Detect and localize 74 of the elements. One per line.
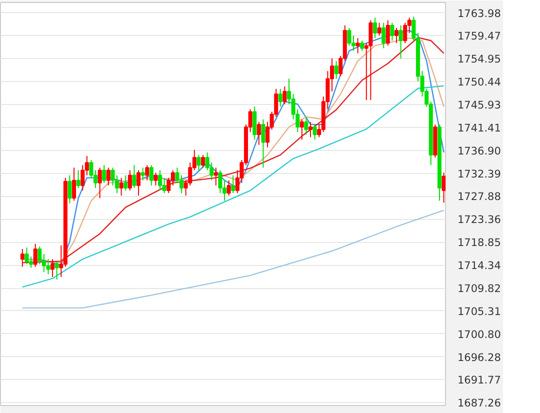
candlestick [282,86,287,105]
y-tick-label: 1723.36 [458,214,502,226]
y-tick-label: 1700.80 [458,328,501,341]
y-tick-label: 1750.44 [458,76,502,89]
candlestick [218,170,222,194]
candlestick [226,180,231,196]
candlestick [372,17,377,39]
candlestick [368,20,373,101]
candlestick [196,154,201,171]
y-tick-label: 1732.39 [458,168,501,180]
candlestick [106,167,110,186]
y-tick-label: 1759.47 [458,30,501,43]
candlestick [102,164,106,184]
y-tick-label: 1714.34 [458,260,502,272]
candlestick [386,20,390,46]
candlestick [252,106,257,140]
candlestick [356,38,360,54]
y-tick-label: 1736.90 [458,145,501,158]
candlestick [119,177,124,196]
candlestick [98,167,102,199]
candlestick [158,170,162,192]
candlestick [442,172,446,204]
candlestick [394,27,398,44]
y-tick-label: 1687.26 [458,398,502,410]
candlestick [149,164,154,186]
candlestick [154,172,158,186]
candlestick [261,118,266,168]
candlestick [347,27,352,46]
candlestick [403,22,408,44]
y-tick-label: 1745.93 [458,99,501,112]
y-tick-label: 1763.98 [458,8,501,20]
candlestick [38,246,42,265]
candlestick [256,121,261,146]
y-tick-label: 1691.77 [458,374,501,387]
candlestick [136,170,141,196]
line-series [22,85,444,288]
candlestick [128,170,132,192]
candlestick [201,154,206,168]
candlestick [110,167,115,186]
candlestick [214,167,218,186]
candlestick [50,258,55,278]
candlestick [300,118,304,140]
y-tick-label: 1709.82 [458,283,501,296]
candlestick [308,121,312,138]
candlestick [390,22,394,42]
candlestick [33,243,38,268]
candlestick [278,88,282,108]
candlestick [20,248,24,268]
candlestick [80,164,85,192]
candlestick [162,177,166,194]
candlestick [312,124,317,140]
candlestick [76,170,80,188]
candlestick [72,167,76,202]
candlestick [231,174,236,194]
candlestick [124,174,128,192]
candlestick [140,167,145,181]
y-tick-label: 1754.95 [458,54,501,66]
y-tick-label: 1727.88 [458,191,501,204]
y-tick-label: 1705.31 [458,306,501,318]
candlestick [68,174,72,204]
y-tick-label: 1741.41 [458,122,501,134]
y-tick-label: 1696.28 [458,352,501,364]
candlestick [334,60,338,80]
candlestick [304,116,308,136]
candlestick [398,24,403,59]
candlestick [360,40,364,52]
candlestick [377,22,382,36]
candlestick [24,246,29,265]
y-tick-label: 1718.85 [458,237,501,250]
candlestick [145,164,150,181]
candlestick [382,22,386,49]
line-series [22,210,444,309]
candlestick [54,261,59,280]
candlestick [132,164,136,188]
